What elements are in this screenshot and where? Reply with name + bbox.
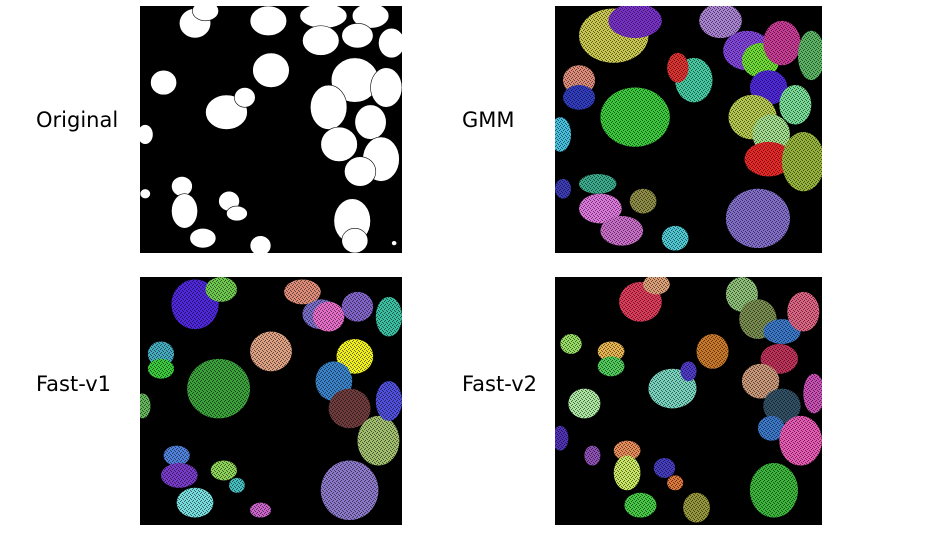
- fast-v1-segmentation-image: [140, 277, 402, 525]
- cell-texture: [683, 492, 710, 523]
- cell-texture: [597, 341, 625, 362]
- cell-texture: [560, 334, 582, 354]
- cell-texture: [250, 331, 292, 372]
- cell-texture: [787, 291, 820, 332]
- label-fast-v1: Fast-v1: [36, 372, 111, 396]
- cell-blob: [192, 6, 219, 22]
- cell-texture: [555, 425, 569, 451]
- cell-texture: [763, 319, 801, 344]
- original-segmentation-image: [140, 6, 402, 253]
- cell-texture: [608, 6, 662, 39]
- cell-blob: [351, 6, 390, 29]
- cell-blob: [226, 205, 248, 222]
- cell-blob: [299, 6, 348, 29]
- cell-texture: [563, 85, 596, 110]
- gmm-segmentation-image: [555, 6, 822, 253]
- cell-blob: [354, 104, 387, 140]
- cell-texture: [284, 279, 321, 305]
- cell-texture: [667, 52, 689, 83]
- cell-texture: [643, 277, 670, 295]
- cell-texture: [205, 277, 237, 302]
- cell-texture: [699, 6, 742, 39]
- cell-texture: [653, 458, 676, 478]
- cell-blob: [302, 25, 340, 56]
- cell-texture: [779, 415, 822, 466]
- cell-texture: [584, 445, 601, 466]
- fast-v2-segmentation-image: [555, 277, 822, 525]
- label-fast-v2: Fast-v2: [462, 372, 537, 396]
- cell-texture: [781, 131, 822, 192]
- cell-texture: [744, 141, 793, 177]
- cell-texture: [600, 87, 670, 147]
- cell-texture: [176, 487, 214, 518]
- cell-blob: [171, 193, 198, 229]
- cell-texture: [163, 445, 190, 466]
- cell-texture: [667, 475, 684, 491]
- cell-texture: [229, 477, 245, 493]
- cell-blob: [140, 188, 151, 199]
- cell-blob: [234, 87, 256, 108]
- cell-texture: [210, 460, 237, 481]
- cell-texture: [629, 188, 657, 214]
- label-gmm: GMM: [462, 108, 515, 132]
- cell-texture: [147, 358, 175, 379]
- cell-blob: [341, 22, 374, 49]
- cell-texture: [600, 215, 644, 246]
- cell-texture: [779, 85, 812, 125]
- cell-texture: [336, 339, 374, 374]
- cell-texture: [147, 341, 175, 367]
- cell-texture: [597, 356, 625, 377]
- cell-blob: [341, 228, 369, 253]
- cell-texture: [763, 388, 801, 424]
- cell-texture: [613, 440, 641, 461]
- cell-texture: [341, 291, 374, 322]
- cell-texture: [312, 301, 345, 332]
- cell-texture: [763, 20, 801, 66]
- cell-texture: [680, 361, 697, 382]
- cell-blob: [391, 240, 398, 246]
- cell-texture: [725, 188, 790, 249]
- cell-texture: [624, 492, 657, 518]
- label-original: Original: [36, 108, 119, 132]
- cell-blob: [344, 156, 377, 187]
- cell-texture: [328, 388, 371, 429]
- cell-texture: [613, 455, 641, 491]
- cell-texture: [741, 363, 780, 399]
- cell-blob: [171, 176, 193, 197]
- cell-blob: [249, 6, 288, 36]
- cell-texture: [579, 173, 617, 194]
- cell-blob: [150, 69, 177, 96]
- cell-blob: [370, 67, 402, 108]
- cell-texture: [375, 296, 402, 337]
- cell-texture: [357, 415, 400, 466]
- cell-texture: [250, 502, 271, 518]
- cell-blob: [310, 84, 348, 130]
- cell-texture: [749, 463, 798, 518]
- cell-texture: [803, 373, 822, 414]
- cell-texture: [320, 460, 379, 521]
- cell-texture: [757, 415, 785, 441]
- cell-texture: [187, 358, 251, 419]
- cell-texture: [555, 117, 572, 152]
- cell-texture: [568, 388, 601, 419]
- cell-blob: [189, 227, 217, 249]
- cell-texture: [160, 463, 198, 488]
- cell-texture: [579, 193, 622, 224]
- cell-blob: [140, 124, 154, 145]
- cell-blob: [249, 235, 272, 253]
- cell-blob: [378, 27, 402, 59]
- cell-texture: [375, 381, 402, 421]
- cell-blob: [320, 126, 358, 162]
- cell-texture: [661, 225, 689, 251]
- cell-texture: [797, 30, 822, 81]
- cell-texture: [140, 393, 151, 419]
- cell-blob: [252, 52, 290, 88]
- cell-texture: [696, 334, 729, 369]
- cell-texture: [555, 178, 572, 199]
